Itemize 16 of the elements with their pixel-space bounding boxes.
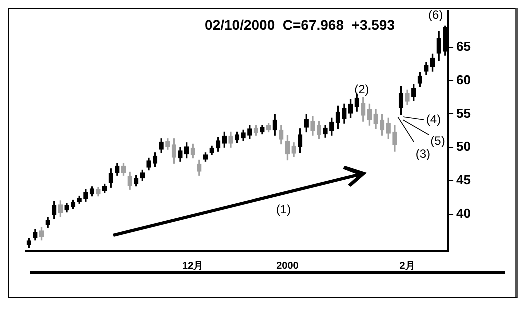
x-tick-label: 12月 bbox=[182, 260, 204, 272]
y-tick-label: 50 bbox=[456, 139, 472, 154]
annotation: (5) bbox=[430, 134, 446, 148]
y-tick-label: 40 bbox=[456, 206, 472, 221]
y-tick-label: 65 bbox=[456, 39, 472, 54]
x-tick-label: 2月 bbox=[400, 260, 416, 272]
y-tick-label: 55 bbox=[456, 106, 472, 121]
x-tick-label: 2000 bbox=[276, 260, 300, 272]
y-tick-label: 60 bbox=[456, 72, 472, 88]
annotation: (2) bbox=[354, 82, 370, 96]
text: 02/10/2000 C=67.968 +3.593 bbox=[205, 16, 396, 33]
annotation: (1) bbox=[276, 202, 292, 216]
annotation: (6) bbox=[428, 8, 444, 22]
annotation: (4) bbox=[426, 112, 442, 126]
annotation: (3) bbox=[416, 147, 431, 162]
y-tick-label: 45 bbox=[456, 172, 472, 188]
